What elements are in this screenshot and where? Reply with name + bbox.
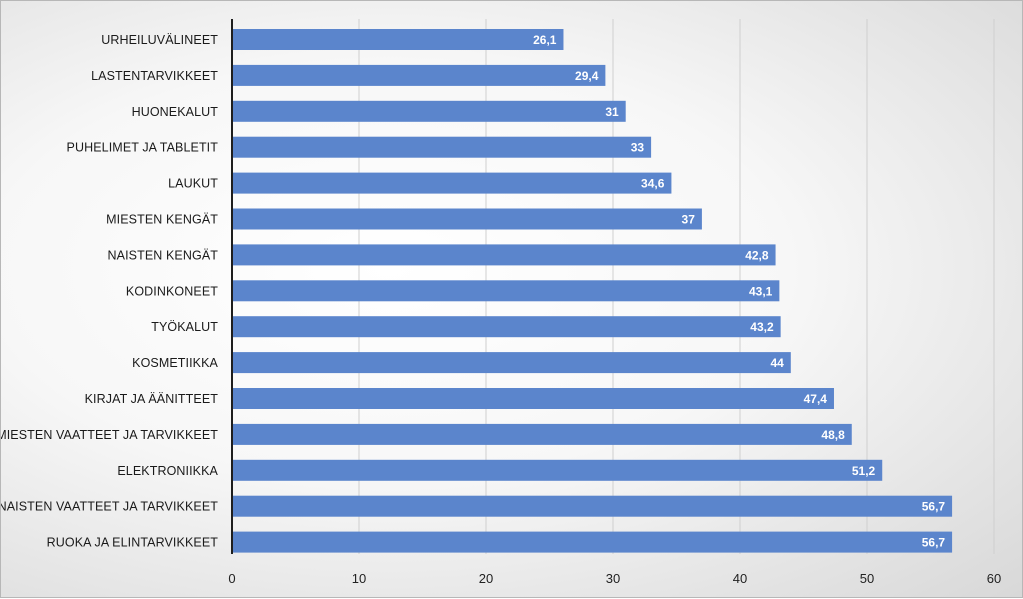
category-label: ELEKTRONIIKKA <box>117 464 218 478</box>
data-label: 42,8 <box>745 248 769 262</box>
category-label: RUOKA JA ELINTARVIKKEET <box>47 536 219 550</box>
category-label: LAUKUT <box>168 177 218 191</box>
data-label: 43,2 <box>750 320 774 334</box>
bar <box>232 244 776 266</box>
bar <box>232 280 780 302</box>
category-label: KIRJAT JA ÄÄNITTEET <box>85 392 219 406</box>
bar <box>232 531 953 553</box>
x-tick-label: 30 <box>606 571 620 586</box>
data-label: 26,1 <box>533 33 557 47</box>
data-label: 56,7 <box>922 500 946 514</box>
data-label: 47,4 <box>804 392 828 406</box>
category-label: NAISTEN VAATTEET JA TARVIKKEET <box>1 500 218 514</box>
category-label: KOSMETIIKKA <box>132 356 218 370</box>
category-label: MIESTEN KENGÄT <box>106 213 218 227</box>
x-tick-label: 50 <box>860 571 874 586</box>
category-label: URHEILUVÄLINEET <box>101 33 218 47</box>
bar <box>232 100 626 122</box>
x-tick-labels: 0 10 20 30 40 50 60 <box>228 571 1001 586</box>
data-label: 31 <box>605 105 619 119</box>
x-tick-label: 20 <box>479 571 493 586</box>
x-tick-label: 0 <box>228 571 235 586</box>
category-label: HUONEKALUT <box>132 105 219 119</box>
x-tick-label: 40 <box>733 571 747 586</box>
data-label: 37 <box>682 213 696 227</box>
bar <box>232 495 953 517</box>
data-label: 51,2 <box>852 464 876 478</box>
data-label: 44 <box>770 356 784 370</box>
x-tick-label: 10 <box>352 571 366 586</box>
category-labels: URHEILUVÄLINEET LASTENTARVIKKEET HUONEKALU… <box>1 33 219 550</box>
bar <box>232 208 702 230</box>
data-label: 29,4 <box>575 69 599 83</box>
category-label: KODINKONEET <box>126 284 218 298</box>
bar <box>232 64 606 86</box>
bar <box>232 136 652 158</box>
data-labels: 26,1 29,4 31 33 34,6 37 42,8 43,1 43,2 44 47,4 48,8… <box>533 33 945 550</box>
bar <box>232 423 852 445</box>
bar <box>232 172 672 194</box>
data-label: 33 <box>631 141 645 155</box>
category-label: LASTENTARVIKKEET <box>91 69 218 83</box>
category-label: MIESTEN VAATTEET JA TARVIKKEET <box>1 428 218 442</box>
data-label: 56,7 <box>922 536 946 550</box>
data-label: 48,8 <box>821 428 845 442</box>
data-label: 34,6 <box>641 177 665 191</box>
x-tick-label: 60 <box>987 571 1001 586</box>
bar <box>232 459 883 481</box>
bar <box>232 29 564 50</box>
bar <box>232 388 834 409</box>
bar <box>232 352 791 374</box>
category-label: PUHELIMET JA TABLETIT <box>67 141 219 155</box>
category-label: TYÖKALUT <box>151 320 218 334</box>
data-label: 43,1 <box>749 284 773 298</box>
bar <box>232 316 781 338</box>
category-label: NAISTEN KENGÄT <box>108 248 219 262</box>
bars <box>232 29 953 553</box>
